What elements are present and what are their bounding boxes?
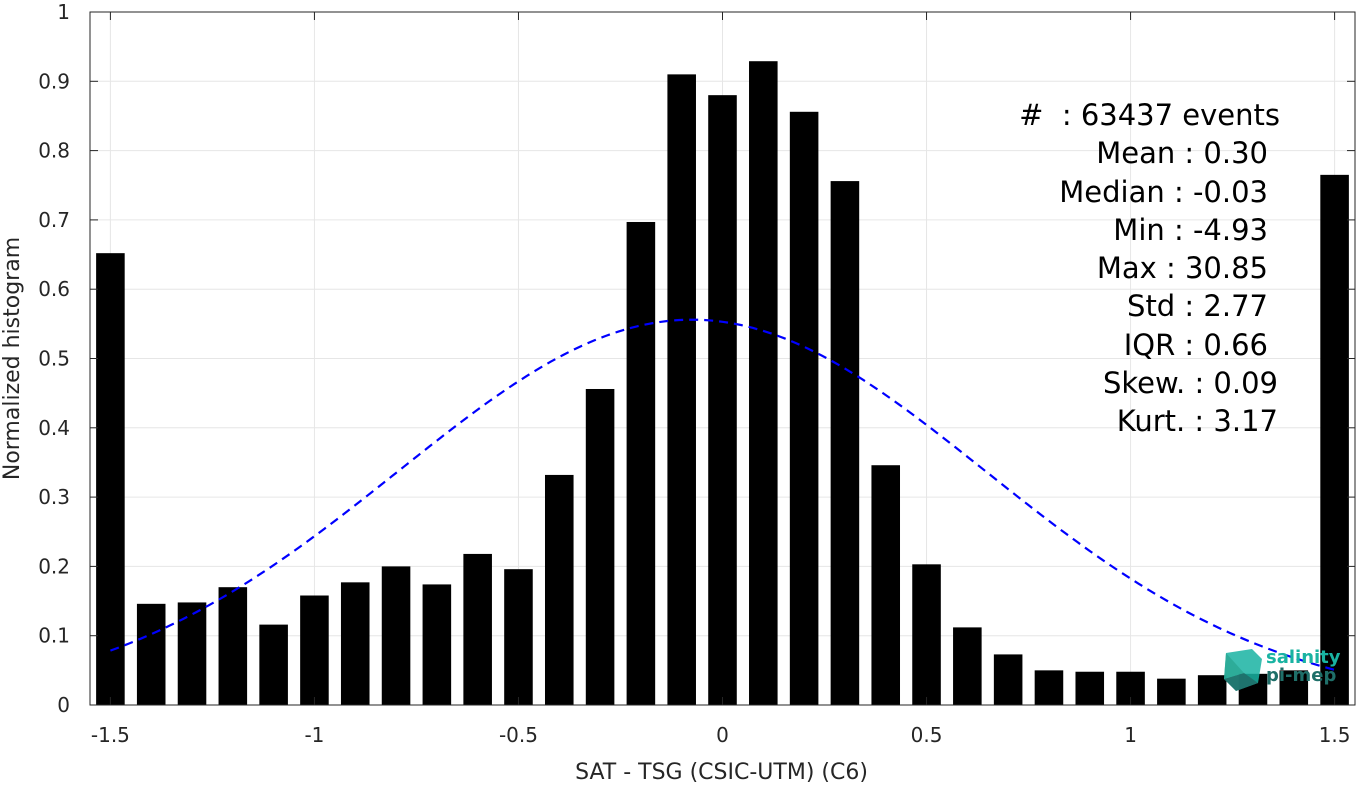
stats-iqr: IQR : 0.66 xyxy=(1123,327,1268,362)
histogram-bar xyxy=(463,553,492,705)
gaussian-fit-line xyxy=(110,318,1335,671)
logo-text-salinity: salinity xyxy=(1266,647,1341,668)
y-tick-label: 0 xyxy=(57,693,70,717)
histogram-bar xyxy=(136,603,166,705)
y-tick-label: 1 xyxy=(57,0,70,24)
histogram-bar xyxy=(708,95,737,705)
histogram-bar xyxy=(1279,670,1309,705)
y-tick-label: 0.5 xyxy=(38,347,70,371)
x-tick-label: 1.5 xyxy=(1319,723,1351,747)
histogram-bar xyxy=(1197,675,1227,705)
y-axis-label: Normalized histogram xyxy=(0,237,25,480)
histogram-bar xyxy=(1034,670,1064,705)
y-tick-label: 0.8 xyxy=(38,139,70,163)
histogram-bar xyxy=(912,564,941,705)
logo-text-pi-mep: pi-mep xyxy=(1266,665,1337,686)
histogram-bar xyxy=(993,654,1023,705)
x-tick-label: 1 xyxy=(1124,723,1137,747)
histogram-bar xyxy=(1075,671,1105,705)
salinity-pi-mep-logo: salinity pi-mep xyxy=(1222,645,1347,693)
y-tick-label: 0.4 xyxy=(38,416,70,440)
histogram-bar xyxy=(381,566,411,705)
stats-min: Min : -4.93 xyxy=(1113,212,1268,247)
histogram-bars xyxy=(96,61,1349,706)
y-tick-label: 0.9 xyxy=(38,69,70,93)
histogram-bar xyxy=(830,181,860,706)
histogram-bar xyxy=(626,221,656,705)
histogram-bar xyxy=(789,111,819,706)
histogram-bar xyxy=(585,388,615,705)
histogram-bar xyxy=(96,253,125,705)
stats-events: # : 63437 events xyxy=(1019,98,1280,132)
y-tick-label: 0.3 xyxy=(38,485,70,509)
logo-mark-icon xyxy=(1224,649,1262,691)
fit-curve xyxy=(110,318,1335,671)
y-tick-label: 0.6 xyxy=(38,277,70,301)
histogram-bar xyxy=(504,569,533,705)
histogram-bar xyxy=(340,582,370,705)
x-tick-label: -1.5 xyxy=(91,723,130,747)
stats-box: # : 63437 events Mean : 0.30 Median : -0… xyxy=(960,96,1280,441)
stats-median: Median : -0.03 xyxy=(1059,174,1268,209)
histogram-bar xyxy=(259,624,288,705)
x-tick-label: -0.5 xyxy=(499,723,538,747)
stats-std: Std : 2.77 xyxy=(1127,289,1268,324)
histogram-bar xyxy=(953,627,982,705)
x-axis-label: SAT - TSG (CSIC-UTM) (C6) xyxy=(575,760,868,785)
y-axis-ticks: 0 0.1 0.2 0.3 0.4 0.5 0.6 0.7 0.8 0.9 1 xyxy=(38,0,1355,717)
y-tick-label: 0.1 xyxy=(38,624,70,648)
stats-kurt: Kurt. : 3.17 xyxy=(1116,404,1278,439)
histogram-bar xyxy=(749,61,778,705)
histogram-bar xyxy=(422,584,452,705)
stats-skew: Skew. : 0.09 xyxy=(1102,366,1278,401)
histogram-bar xyxy=(1157,678,1186,705)
histogram-bar xyxy=(667,74,696,706)
x-axis-ticks: -1.5 -1 -0.5 0 0.5 1 1.5 xyxy=(91,12,1351,747)
histogram-bar xyxy=(1320,174,1349,706)
histogram-bar xyxy=(544,474,574,705)
x-tick-label: 0.5 xyxy=(911,723,943,747)
histogram-bar xyxy=(300,595,329,705)
y-tick-label: 0.7 xyxy=(38,208,70,232)
x-tick-label: -1 xyxy=(304,723,324,747)
stats-max: Max : 30.85 xyxy=(1096,251,1268,286)
stats-mean: Mean : 0.30 xyxy=(1096,136,1268,171)
x-tick-label: 0 xyxy=(716,723,729,747)
y-tick-label: 0.2 xyxy=(38,554,70,578)
histogram-bar xyxy=(871,465,901,705)
histogram-bar xyxy=(177,602,207,705)
histogram-bar xyxy=(218,587,248,705)
